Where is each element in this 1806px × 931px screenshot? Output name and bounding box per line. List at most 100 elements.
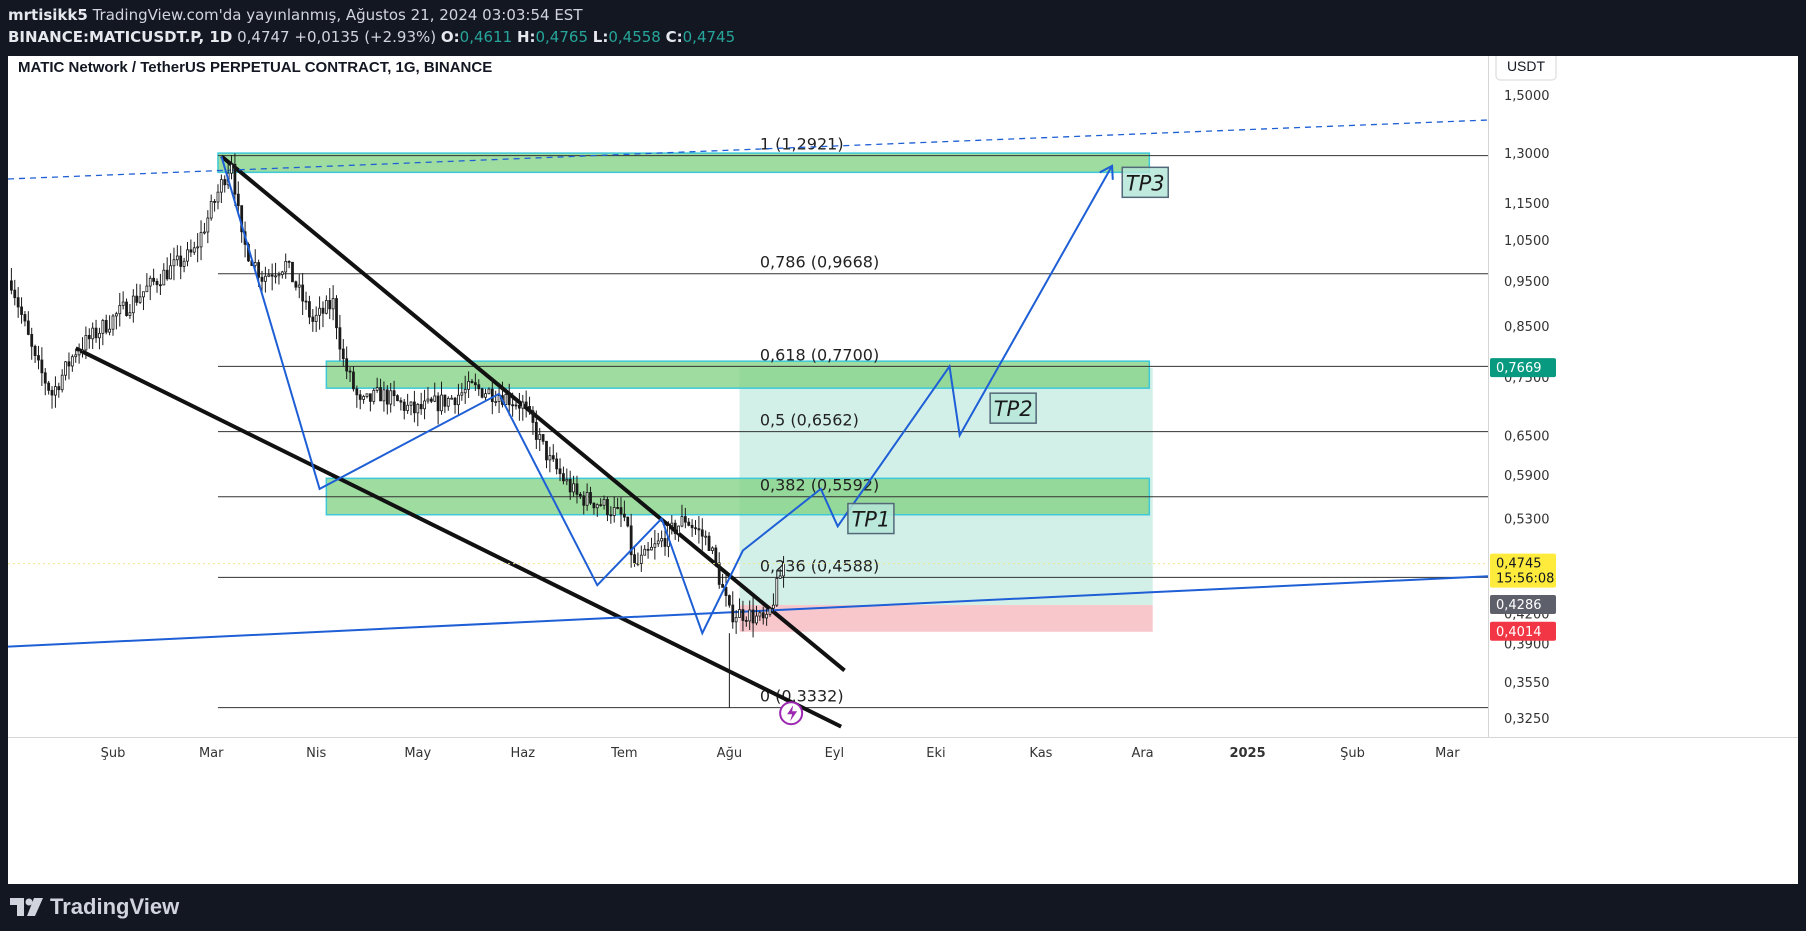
candle[interactable] [748, 600, 752, 631]
candle[interactable] [338, 314, 342, 361]
candle[interactable] [172, 247, 176, 281]
candle[interactable] [70, 354, 74, 372]
candle[interactable] [314, 306, 318, 333]
candle[interactable] [457, 383, 460, 416]
candle[interactable] [707, 532, 711, 551]
candle[interactable] [592, 502, 596, 515]
candle[interactable] [545, 440, 548, 469]
candle[interactable] [91, 322, 95, 350]
candle[interactable] [321, 301, 325, 328]
candle[interactable] [267, 269, 271, 278]
candle[interactable] [284, 253, 288, 279]
candle[interactable] [423, 389, 426, 420]
candle[interactable] [650, 537, 653, 551]
candle[interactable] [37, 345, 40, 370]
candle[interactable] [622, 500, 626, 522]
candle[interactable] [562, 466, 565, 485]
wave-projection-path[interactable] [220, 156, 1113, 636]
candle[interactable] [528, 396, 531, 415]
candle[interactable] [568, 470, 572, 500]
candle[interactable] [162, 263, 166, 286]
candle[interactable] [67, 352, 71, 380]
time-axis[interactable]: Şub Mar Nis May Haz Tem Ağu Eyl Eki Kas Ara 2025 Şub… [101, 746, 1461, 761]
candle[interactable] [765, 607, 769, 626]
candle[interactable] [741, 600, 745, 632]
candle[interactable] [738, 598, 741, 618]
candle[interactable] [348, 367, 352, 382]
candle[interactable] [219, 174, 223, 204]
candle[interactable] [453, 396, 457, 414]
candle[interactable] [175, 245, 179, 266]
candle[interactable] [233, 153, 237, 207]
candle[interactable] [216, 184, 220, 210]
candle[interactable] [26, 311, 30, 336]
candle[interactable] [612, 496, 616, 523]
candle[interactable] [727, 594, 731, 608]
candle[interactable] [335, 295, 338, 340]
candle[interactable] [504, 388, 508, 405]
candle[interactable] [433, 382, 437, 403]
candle[interactable] [514, 398, 518, 410]
candle[interactable] [494, 390, 498, 407]
candle[interactable] [118, 292, 122, 327]
candle[interactable] [324, 295, 328, 315]
candle[interactable] [64, 361, 67, 381]
candle[interactable] [301, 273, 305, 316]
candle[interactable] [111, 313, 115, 336]
candle[interactable] [538, 427, 542, 452]
candle[interactable] [484, 388, 487, 401]
candle[interactable] [518, 392, 521, 421]
candle[interactable] [352, 366, 355, 392]
candle[interactable] [487, 387, 491, 395]
candle[interactable] [409, 401, 413, 416]
candle[interactable] [717, 552, 721, 589]
candle[interactable] [578, 492, 582, 499]
candle[interactable] [287, 260, 291, 269]
candle[interactable] [16, 287, 20, 318]
candle[interactable] [616, 497, 620, 510]
candle[interactable] [165, 257, 169, 281]
candle[interactable] [507, 383, 511, 416]
candle[interactable] [345, 346, 349, 380]
candle[interactable] [128, 304, 132, 319]
tradingview-logo[interactable]: TradingView [10, 894, 179, 920]
candle[interactable] [413, 390, 416, 423]
candle[interactable] [531, 406, 535, 435]
candle[interactable] [450, 394, 454, 400]
candle[interactable] [74, 349, 78, 363]
candle[interactable] [213, 199, 216, 212]
candle[interactable] [152, 268, 156, 286]
candle[interactable] [402, 398, 406, 420]
candle[interactable] [277, 271, 281, 285]
candle[interactable] [40, 347, 44, 386]
candle[interactable] [121, 291, 125, 310]
candle[interactable] [646, 542, 650, 559]
support-trendline[interactable] [8, 575, 1489, 648]
candle[interactable] [47, 380, 51, 395]
candle[interactable] [670, 515, 674, 535]
candle[interactable] [572, 475, 575, 497]
candle[interactable] [761, 606, 765, 625]
candle[interactable] [663, 526, 667, 556]
candle[interactable] [643, 544, 647, 556]
candle[interactable] [619, 497, 623, 528]
candle[interactable] [23, 311, 27, 327]
candle[interactable] [13, 279, 17, 306]
candle[interactable] [355, 385, 359, 408]
candle[interactable] [473, 373, 477, 391]
candle[interactable] [30, 327, 34, 360]
candle[interactable] [626, 516, 630, 528]
candle[interactable] [50, 386, 54, 409]
candle[interactable] [365, 393, 369, 399]
candle[interactable] [470, 378, 474, 384]
candle[interactable] [629, 513, 633, 568]
candle[interactable] [490, 377, 494, 415]
candle[interactable] [429, 396, 433, 404]
candle[interactable] [426, 386, 430, 404]
candle[interactable] [84, 326, 88, 360]
candle[interactable] [463, 375, 467, 404]
candle[interactable] [179, 245, 183, 280]
candle[interactable] [677, 525, 680, 542]
candle[interactable] [33, 344, 37, 363]
candle[interactable] [446, 396, 450, 411]
